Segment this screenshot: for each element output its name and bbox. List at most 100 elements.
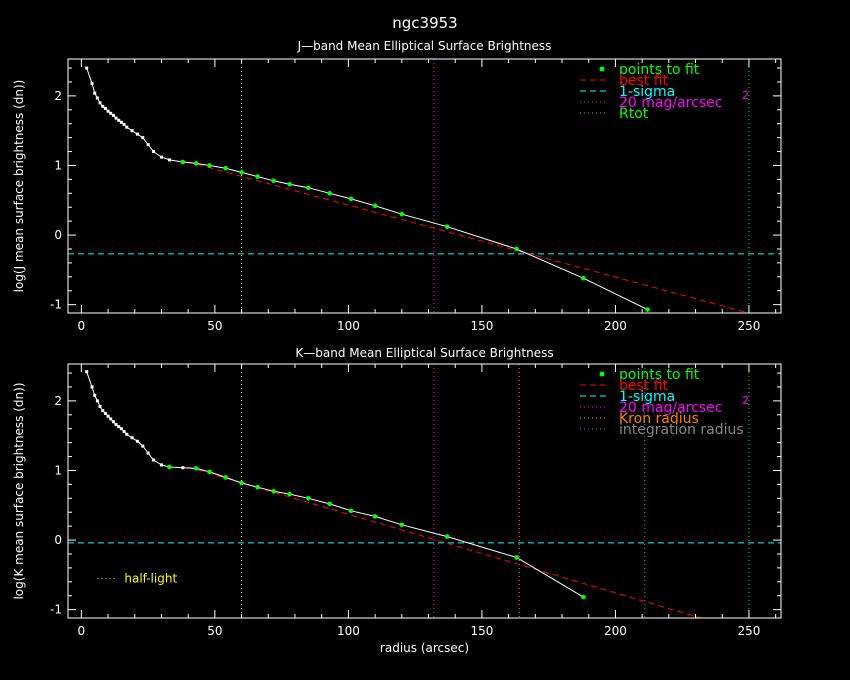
k-profile-point [106, 414, 110, 418]
k-legend-superscript: 2 [742, 394, 749, 407]
j-fit-point [372, 203, 378, 209]
k-fit-point [287, 491, 292, 497]
j-x-tick-label: 250 [738, 319, 761, 333]
k-profile-point [135, 439, 139, 443]
j-fit-point [306, 185, 311, 191]
k-x-tick-label: 150 [470, 624, 493, 638]
j-y-tick-label: 2 [54, 89, 62, 103]
j-profile-point [159, 155, 163, 159]
k-x-tick-label: 250 [738, 624, 761, 638]
k-data-layer [68, 364, 781, 618]
k-profile-point [141, 444, 145, 448]
j-fit-point [223, 165, 228, 171]
j-profile-point [101, 104, 105, 108]
k-fit-point [444, 534, 450, 539]
j-y-tick-label: -1 [50, 298, 62, 312]
j-profile-point [85, 66, 89, 70]
j-x-tick-label: 50 [207, 319, 222, 333]
j-profile-point [151, 150, 155, 154]
j-profile-point [146, 143, 150, 147]
k-y-tick-label: 1 [54, 463, 62, 477]
k-fit-point [167, 464, 172, 470]
k-legend-label: 20 mag/arcsec [619, 400, 722, 416]
k-fit-point [306, 496, 311, 501]
j-x-tick-label: 0 [78, 319, 86, 333]
j-fit-point [255, 174, 260, 179]
j-fit-point [514, 246, 519, 252]
j-profile-point [106, 109, 110, 113]
j-profile-point [125, 125, 129, 129]
k-fit-point [348, 508, 354, 514]
j-profile-point [119, 120, 123, 124]
j-fit-point [271, 178, 276, 184]
j-band-panel: J—band Mean Elliptical Surface Brightnes… [12, 39, 782, 333]
k-panel-title: K—band Mean Elliptical Surface Brightnes… [295, 346, 553, 360]
j-data-layer [68, 59, 781, 313]
j-fit-point [645, 307, 650, 312]
k-y-tick-label: 2 [54, 394, 62, 408]
k-fit-point [372, 514, 378, 519]
j-fit-point [180, 159, 186, 165]
j-panel-title: J—band Mean Elliptical Surface Brightnes… [297, 39, 552, 53]
k-fit-point [327, 501, 333, 507]
j-legend-label: 1-sigma [619, 84, 675, 100]
k-fit-point [581, 594, 586, 600]
j-legend-label: points to fit [619, 62, 700, 78]
k-legend-label: best fit [619, 378, 669, 394]
k-y-tick-label: 0 [54, 533, 62, 547]
j-profile-point [135, 132, 139, 136]
k-legend-label: Kron radius [619, 411, 699, 427]
j-legend-label: Rtot [619, 106, 649, 122]
k-legend-label: integration radius [619, 422, 744, 438]
k-profile-point [98, 404, 102, 408]
k-best-fit-line [188, 466, 702, 618]
k-plot-frame [67, 363, 782, 619]
j-fit-point [287, 181, 292, 187]
k-fit-point [399, 522, 405, 528]
j-legend-marker [599, 66, 605, 72]
j-x-tick-label: 200 [604, 319, 627, 333]
j-legend-superscript: 2 [742, 89, 749, 102]
k-profile-point [90, 385, 94, 389]
j-fit-point [193, 161, 199, 166]
k-fit-point [255, 484, 260, 490]
k-y-axis-label: log(K mean surface brightness (dn)) [12, 382, 26, 599]
j-fit-point [348, 196, 354, 202]
k-fit-point [514, 555, 519, 560]
k-legend-label: 1-sigma [619, 389, 675, 405]
j-profile-point [130, 129, 134, 133]
j-fit-point [581, 275, 586, 281]
j-profile-point [117, 118, 121, 122]
k-x-tick-label: 200 [604, 624, 627, 638]
k-x-tick-label: 0 [78, 624, 86, 638]
j-profile-point [90, 81, 94, 85]
j-profile-point [109, 111, 113, 115]
k-profile-point [117, 425, 121, 429]
k-profile-point [122, 430, 126, 434]
k-profile-point [95, 399, 99, 403]
j-best-fit-line [188, 161, 750, 313]
k-profile-point [103, 411, 107, 415]
k-x-tick-label: 100 [337, 624, 360, 638]
k-profile-point [181, 466, 185, 470]
k-profile-point [101, 409, 105, 413]
j-fit-point [239, 170, 244, 175]
k-annotation-label: half-light [124, 571, 177, 585]
j-fit-point [399, 211, 405, 217]
k-x-axis-label: radius (arcsec) [380, 641, 469, 655]
j-profile-point [167, 158, 171, 162]
j-profile-point [103, 106, 107, 110]
k-legend-label: points to fit [619, 367, 700, 383]
figure-title: ngc3953 [392, 14, 457, 32]
k-profile-point [85, 370, 89, 374]
j-x-tick-label: 100 [337, 319, 360, 333]
k-profile-point [119, 427, 123, 431]
k-profile-point [93, 393, 97, 397]
k-profile-point [159, 463, 163, 467]
k-band-panel: K—band Mean Elliptical Surface Brightnes… [12, 346, 782, 655]
k-profile-point [125, 432, 129, 436]
k-y-tick-label: -1 [50, 603, 62, 617]
k-legend-marker [599, 371, 605, 377]
